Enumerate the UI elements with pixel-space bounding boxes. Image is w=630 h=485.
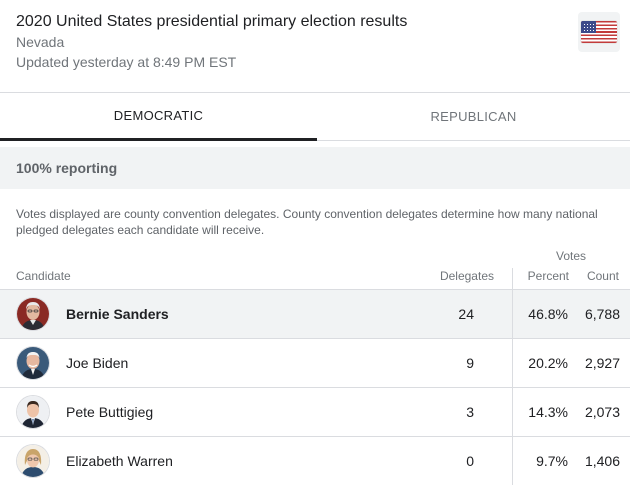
- state-name: Nevada: [16, 34, 65, 50]
- candidate-avatar: [17, 347, 49, 379]
- table-row[interactable]: Bernie Sanders 24 46.8% 6,788: [0, 289, 630, 338]
- us-flag-icon: [578, 12, 620, 52]
- candidate-avatar: [17, 298, 49, 330]
- column-header-count: Count: [586, 269, 619, 283]
- candidate-avatar: [17, 396, 49, 428]
- count-value: 1,406: [584, 453, 620, 469]
- table-row[interactable]: Pete Buttigieg 3 14.3% 2,073: [0, 387, 630, 436]
- delegates-value: 3: [466, 404, 474, 420]
- updated-timestamp: Updated yesterday at 8:49 PM EST: [16, 54, 237, 70]
- column-divider: [512, 339, 513, 387]
- delegates-value: 0: [466, 453, 474, 469]
- page-title: 2020 United States presidential primary …: [16, 13, 408, 30]
- count-value: 2,927: [584, 355, 620, 371]
- column-divider: [512, 388, 513, 436]
- column-divider: [512, 437, 513, 485]
- reporting-status: 100% reporting: [0, 147, 630, 189]
- column-divider: [512, 268, 513, 290]
- table-row[interactable]: Elizabeth Warren 0 9.7% 1,406: [0, 436, 630, 485]
- percent-value: 46.8%: [528, 306, 568, 322]
- delegates-value: 9: [466, 355, 474, 371]
- percent-value: 9.7%: [536, 453, 568, 469]
- delegates-value: 24: [458, 306, 474, 322]
- header-divider: [0, 92, 630, 93]
- party-tabs: DEMOCRATIC REPUBLICAN: [0, 93, 630, 141]
- count-value: 6,788: [584, 306, 620, 322]
- votes-group-header: Votes: [555, 249, 587, 263]
- tab-democratic[interactable]: DEMOCRATIC: [0, 93, 317, 141]
- tab-republican[interactable]: REPUBLICAN: [317, 93, 630, 141]
- candidate-name: Joe Biden: [66, 355, 129, 371]
- percent-value: 20.2%: [528, 355, 568, 371]
- candidate-name: Pete Buttigieg: [66, 404, 154, 420]
- count-value: 2,073: [584, 404, 620, 420]
- percent-value: 14.3%: [528, 404, 568, 420]
- column-divider: [512, 290, 513, 338]
- column-header-percent: Percent: [527, 269, 569, 283]
- candidate-avatar: [17, 445, 49, 477]
- delegates-note: Votes displayed are county convention de…: [16, 207, 598, 237]
- candidate-name: Elizabeth Warren: [66, 453, 173, 469]
- column-header-delegates: Delegates: [439, 269, 494, 283]
- column-header-candidate: Candidate: [16, 269, 71, 283]
- table-row[interactable]: Joe Biden 9 20.2% 2,927: [0, 338, 630, 387]
- results-header: 2020 United States presidential primary …: [16, 12, 556, 72]
- candidate-name: Bernie Sanders: [66, 306, 169, 322]
- results-table: Bernie Sanders 24 46.8% 6,788 Joe Biden …: [0, 289, 630, 485]
